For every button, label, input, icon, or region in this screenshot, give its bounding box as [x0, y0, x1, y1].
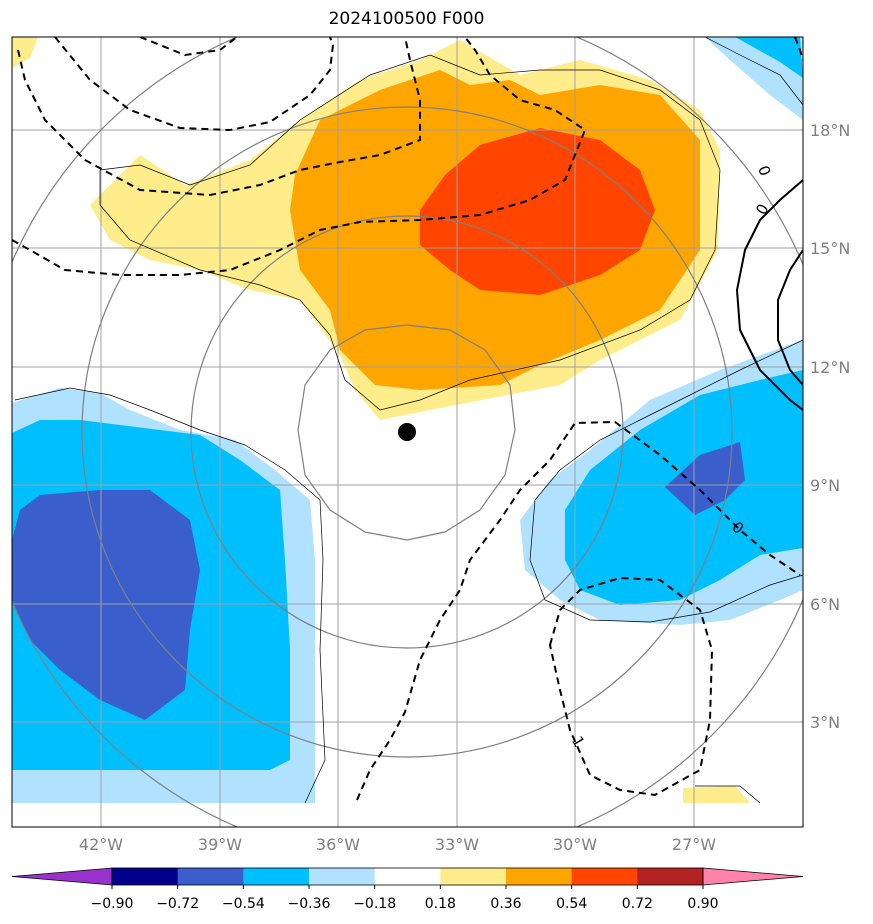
colorbar-segment — [440, 868, 507, 885]
colorbar-segment — [637, 868, 704, 885]
colorbar-segment — [177, 868, 244, 885]
colorbar-tick-label: −0.18 — [353, 896, 396, 912]
colorbar-segment — [112, 868, 179, 885]
colorbar-extend-low — [11, 867, 113, 886]
lon-label: 27°W — [672, 835, 716, 854]
lon-label: 30°W — [553, 835, 597, 854]
colorbar-tick-label: 0.72 — [622, 896, 653, 912]
thin-contours — [14, 37, 803, 804]
colorbar-segment — [571, 868, 638, 885]
lon-label: 39°W — [198, 835, 242, 854]
map-area — [12, 37, 803, 827]
contour-label-0-c: 0 — [754, 163, 774, 178]
lat-label: 3°N — [810, 713, 840, 732]
lon-label: 36°W — [316, 835, 360, 854]
colorbar-tick-label: −0.72 — [156, 896, 199, 912]
colorbar-tick-label: 0.90 — [687, 896, 718, 912]
storm-center-dot — [398, 423, 416, 441]
lon-label: 33°W — [435, 835, 479, 854]
latitude-labels: 18°N 15°N 12°N 9°N 6°N 3°N — [810, 121, 850, 732]
colorbar: −0.90 −0.72 −0.54 −0.36 −0.18 0.18 0.36 0.54 0.7… — [11, 867, 804, 912]
dashed-contours — [12, 37, 803, 801]
colorbar-tick-label: −0.36 — [288, 896, 331, 912]
shading-negative-topright-sky — [735, 37, 803, 78]
shading-negative-royal-left — [12, 490, 200, 720]
colorbar-segment — [243, 868, 310, 885]
solid-contours-right — [735, 179, 803, 411]
colorbar-tick-label: −0.54 — [222, 896, 265, 912]
map-frame — [11, 36, 804, 828]
longitude-labels: 42°W 39°W 36°W 33°W 30°W 27°W — [79, 835, 716, 854]
contour-label-0-a: 0 — [752, 201, 772, 218]
chart-title: 2024100500 F000 — [328, 9, 485, 29]
lat-label: 6°N — [810, 595, 840, 614]
lon-label: 42°W — [79, 835, 123, 854]
colorbar-extend-high — [702, 867, 804, 886]
colorbar-tick-label: 0.36 — [490, 896, 521, 912]
colorbar-segment — [374, 868, 441, 885]
colorbar-segment — [309, 868, 376, 885]
lat-label: 12°N — [810, 358, 850, 377]
shading-positive-red — [420, 128, 655, 295]
lat-label: 15°N — [810, 239, 850, 258]
colorbar-tick-label: 0.54 — [556, 896, 587, 912]
lat-label: 9°N — [810, 476, 840, 495]
lat-label: 18°N — [810, 121, 850, 140]
colorbar-tick-label: 0.18 — [425, 896, 456, 912]
colorbar-segment — [506, 868, 573, 885]
colorbar-tick-label: −0.90 — [91, 896, 134, 912]
range-rings — [12, 37, 803, 827]
colorbar-outline — [111, 867, 704, 886]
